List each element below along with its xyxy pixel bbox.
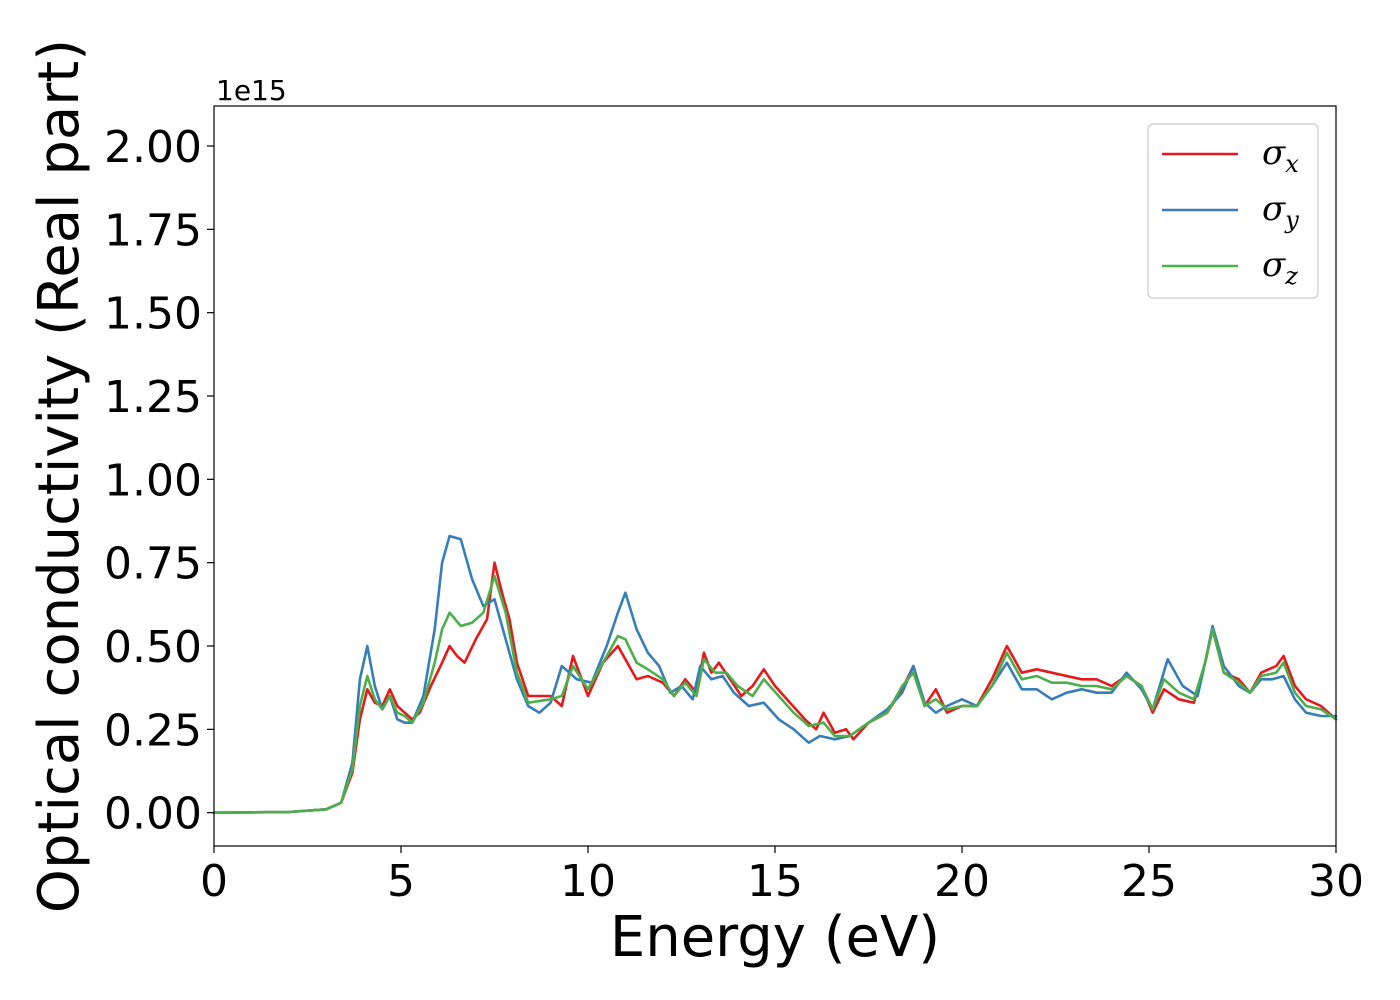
x-tick-label: 25 <box>1121 856 1177 907</box>
y-tick-label: 1.00 <box>104 455 202 506</box>
x-tick-label: 10 <box>560 856 616 907</box>
y-tick-label: 2.00 <box>104 122 202 173</box>
x-tick-label: 0 <box>200 856 228 907</box>
x-tick-label: 20 <box>934 856 990 907</box>
x-tick-label: 15 <box>747 856 803 907</box>
series-line-x <box>212 561 1338 814</box>
legend-label-y: σy <box>1262 189 1299 234</box>
series-line-y <box>212 534 1338 814</box>
legend: σx σy σz <box>1147 123 1319 299</box>
legend-label-x: σx <box>1262 133 1299 178</box>
legend-label-z: σz <box>1262 245 1298 290</box>
y-axis: 0.00 0.25 0.50 0.75 1.00 1.25 1.50 1.75 2.00 <box>104 122 214 840</box>
series-layer <box>212 534 1338 814</box>
y-tick-label: 0.25 <box>104 705 202 756</box>
y-tick-label: 0.50 <box>104 622 202 673</box>
y-axis-title: Optical conductivity (Real part) <box>27 39 92 913</box>
x-axis-title: Energy (eV) <box>610 905 940 970</box>
y-tick-label: 1.50 <box>104 289 202 340</box>
y-tick-label: 1.25 <box>104 372 202 423</box>
y-tick-label: 0.00 <box>104 789 202 840</box>
y-offset-label: 1e15 <box>216 74 287 107</box>
x-axis: 0 5 10 15 20 25 30 <box>200 846 1364 907</box>
y-tick-label: 0.75 <box>104 539 202 590</box>
y-tick-label: 1.75 <box>104 205 202 256</box>
series-line-z <box>212 574 1338 814</box>
x-tick-label: 5 <box>387 856 415 907</box>
x-tick-label: 30 <box>1308 856 1364 907</box>
